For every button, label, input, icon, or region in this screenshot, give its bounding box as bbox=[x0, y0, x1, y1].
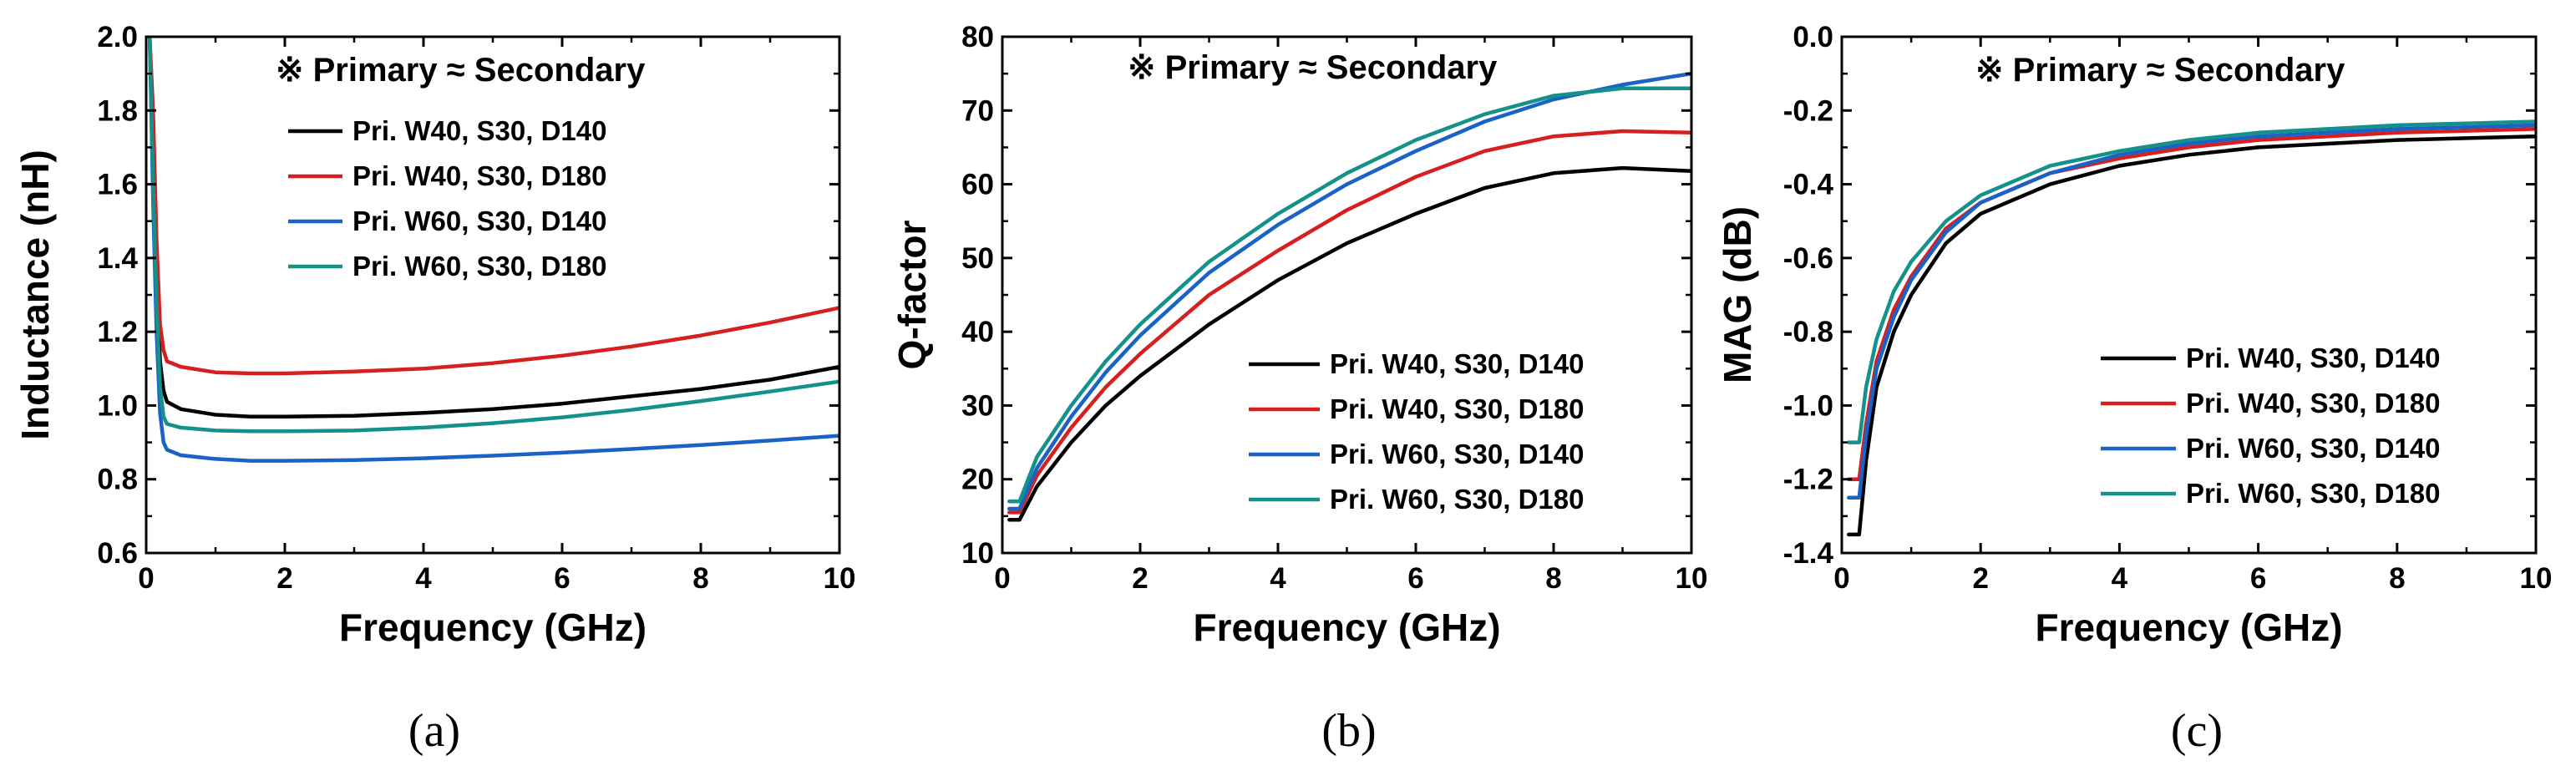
y-tick-label: 1.6 bbox=[97, 169, 138, 201]
x-tick-label: 2 bbox=[276, 562, 292, 595]
legend-entry: Pri. W60, S30, D180 bbox=[1330, 484, 1585, 515]
x-tick-label: 6 bbox=[554, 562, 570, 595]
y-tick-label: -1.0 bbox=[1783, 389, 1833, 422]
y-tick-label: 1.2 bbox=[97, 316, 138, 348]
x-tick-label: 10 bbox=[1676, 562, 1708, 595]
x-tick-label: 4 bbox=[2112, 562, 2128, 595]
x-tick-label: 6 bbox=[2250, 562, 2266, 595]
y-tick-label: 70 bbox=[961, 94, 994, 127]
legend-entry: Pri. W40, S30, D140 bbox=[2186, 342, 2441, 373]
legend-entry: Pri. W60, S30, D140 bbox=[1330, 439, 1585, 469]
legend-entry: Pri. W40, S30, D180 bbox=[352, 160, 607, 191]
y-tick-label: -0.8 bbox=[1783, 316, 1833, 348]
x-tick-label: 6 bbox=[1407, 562, 1423, 595]
x-tick-label: 0 bbox=[1833, 562, 1849, 595]
legend-entry: Pri. W40, S30, D140 bbox=[1330, 348, 1585, 379]
x-tick-label: 4 bbox=[1270, 562, 1286, 595]
y-tick-label: 0.6 bbox=[97, 537, 138, 570]
legend-entry: Pri. W60, S30, D180 bbox=[352, 251, 607, 282]
legend: Pri. W40, S30, D140 Pri. W40, S30, D180 Pr… bbox=[1249, 348, 1585, 515]
x-tick-label: 0 bbox=[994, 562, 1010, 595]
legend-entry: Pri. W60, S30, D140 bbox=[2186, 433, 2441, 464]
legend-entry: Pri. W60, S30, D180 bbox=[2186, 478, 2441, 509]
y-tick-label: 0.8 bbox=[97, 464, 138, 496]
plot-frame bbox=[1840, 35, 2538, 555]
annotation-note: ※ Primary ≈ Secondary bbox=[1975, 52, 2345, 89]
legend-entry: Pri. W40, S30, D180 bbox=[2186, 388, 2441, 419]
y-tick-label: -0.2 bbox=[1783, 94, 1833, 127]
series-line-2 bbox=[1007, 129, 1691, 515]
x-tick-label: 10 bbox=[824, 562, 856, 595]
y-axis-label: MAG (dB) bbox=[1716, 206, 1759, 383]
y-tick-label: -1.2 bbox=[1783, 464, 1833, 496]
y-tick-label: 80 bbox=[961, 21, 994, 53]
legend: Pri. W40, S30, D140 Pri. W40, S30, D180 Pr… bbox=[2101, 342, 2441, 509]
panel-label: (a) bbox=[408, 705, 460, 757]
y-tick-label: 60 bbox=[961, 169, 994, 201]
y-axis-label: Inductance (nH) bbox=[13, 150, 57, 440]
plot-frame bbox=[1001, 35, 1693, 555]
x-tick-label: 10 bbox=[2520, 562, 2553, 595]
series-group bbox=[147, 37, 839, 463]
y-tick-label: 1.8 bbox=[97, 94, 138, 127]
y-tick-label: 50 bbox=[961, 242, 994, 275]
series-line-3 bbox=[147, 37, 839, 463]
x-tick-label: 2 bbox=[1132, 562, 1148, 595]
y-tick-label: -0.4 bbox=[1783, 169, 1834, 201]
x-tick-label: 0 bbox=[138, 562, 154, 595]
x-tick-label: 8 bbox=[692, 562, 708, 595]
series-line-3 bbox=[1847, 123, 2536, 500]
y-tick-label: 30 bbox=[961, 389, 994, 422]
annotation-note: ※ Primary ≈ Secondary bbox=[1128, 49, 1498, 86]
legend-entry: Pri. W40, S30, D140 bbox=[352, 115, 607, 146]
y-tick-label: 1.4 bbox=[97, 242, 138, 275]
series-group bbox=[1007, 71, 1691, 522]
legend: Pri. W40, S30, D140 Pri. W40, S30, D180 Pr… bbox=[288, 115, 607, 282]
series-line-2 bbox=[147, 37, 839, 376]
y-tick-label: 2.0 bbox=[97, 21, 138, 53]
x-tick-label: 2 bbox=[1972, 562, 1988, 595]
legend-entry: Pri. W60, S30, D140 bbox=[352, 205, 607, 236]
y-tick-label: -0.6 bbox=[1783, 242, 1833, 275]
chart-panel-a: 0 2 4 6 8 10 0.6 0.8 1.0 1.2 1.4 1.6 1.8 2.0 Frequency… bbox=[13, 21, 855, 757]
plot-frame bbox=[145, 35, 841, 555]
series-line-4 bbox=[1847, 119, 2536, 444]
y-tick-label: 1.0 bbox=[97, 389, 138, 422]
series-line-1 bbox=[1847, 134, 2536, 537]
y-axis-label: Q-factor bbox=[890, 220, 934, 369]
series-line-1 bbox=[1007, 165, 1691, 522]
y-tick-label: 20 bbox=[961, 464, 994, 496]
x-axis-label: Frequency (GHz) bbox=[339, 606, 647, 649]
series-line-4 bbox=[147, 37, 839, 434]
series-line-4 bbox=[1007, 86, 1691, 504]
x-tick-label: 8 bbox=[2389, 562, 2405, 595]
chart-panel-c: 0 2 4 6 8 10 -1.4 -1.2 -1.0 -0.8 -0.6 -0.4 -0.2 0.0 Fr… bbox=[1716, 21, 2552, 757]
y-tick-label: 40 bbox=[961, 316, 994, 348]
series-group bbox=[1847, 119, 2536, 537]
series-line-3 bbox=[1007, 71, 1691, 511]
chart-panel-b: 0 2 4 6 8 10 10 20 30 40 50 60 70 80 Frequency (GHz) Q-… bbox=[890, 21, 1707, 757]
legend-entry: Pri. W40, S30, D180 bbox=[1330, 393, 1585, 424]
series-line-2 bbox=[1847, 127, 2536, 481]
panel-label: (c) bbox=[2171, 705, 2223, 757]
y-tick-label: 10 bbox=[961, 537, 994, 570]
y-tick-label: 0.0 bbox=[1793, 21, 1833, 53]
x-axis-label: Frequency (GHz) bbox=[2035, 606, 2342, 649]
x-tick-label: 4 bbox=[415, 562, 432, 595]
x-axis-label: Frequency (GHz) bbox=[1193, 606, 1500, 649]
y-tick-label: -1.4 bbox=[1783, 537, 1834, 570]
x-tick-label: 8 bbox=[1545, 562, 1561, 595]
panel-label: (b) bbox=[1321, 705, 1376, 757]
annotation-note: ※ Primary ≈ Secondary bbox=[276, 52, 646, 89]
